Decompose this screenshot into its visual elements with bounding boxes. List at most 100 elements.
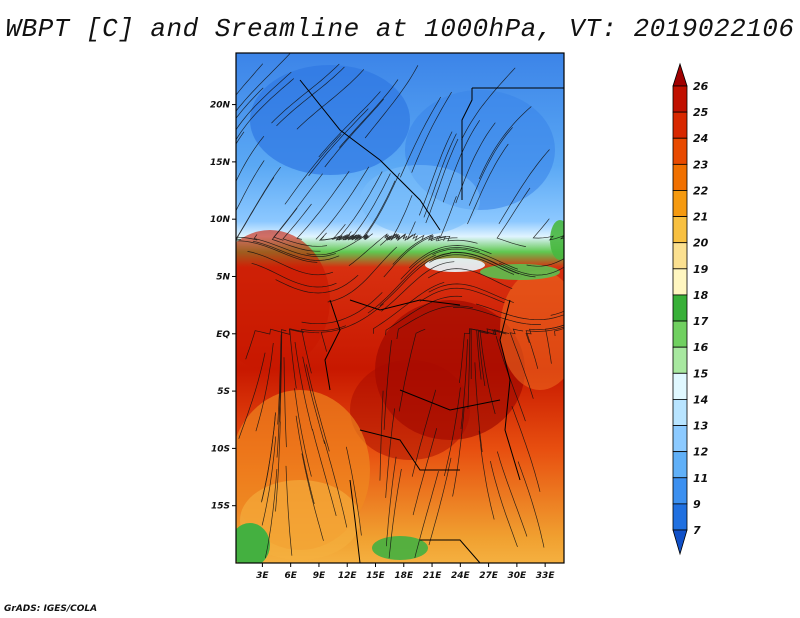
- colorbar-label: 11: [693, 472, 708, 485]
- colorbar-segment: [672, 190, 688, 217]
- streamline: [301, 325, 347, 374]
- streamline: [238, 352, 266, 439]
- streamline: [467, 143, 509, 225]
- colorbar-segment: [672, 320, 688, 348]
- lon-tick-label: 18E: [394, 571, 414, 581]
- colorbar-label: 15: [693, 367, 709, 380]
- streamline: [279, 332, 283, 423]
- streamline: [277, 334, 282, 425]
- colorbar-label: 24: [693, 132, 708, 145]
- streamline: [301, 453, 324, 541]
- streamline: [251, 262, 337, 288]
- lon-tick-label: 27E: [479, 571, 499, 581]
- streamline: [284, 133, 342, 205]
- colorbar-segment: [672, 268, 688, 296]
- streamline: [412, 428, 438, 516]
- streamline: [320, 303, 384, 352]
- streamline: [345, 446, 362, 536]
- streamlines: [236, 53, 564, 559]
- temperature-field: [236, 53, 564, 563]
- streamline: [305, 364, 330, 452]
- lon-tick-label: 33E: [536, 571, 556, 581]
- colorbar-label: 18: [693, 289, 709, 302]
- streamline: [479, 329, 496, 415]
- streamline: [278, 329, 287, 415]
- streamline: [453, 306, 541, 325]
- streamline: [388, 468, 402, 559]
- lon-tick-label: 15E: [366, 571, 386, 581]
- lon-tick-label: 3E: [256, 571, 269, 581]
- streamline: [419, 287, 505, 304]
- streamline: [318, 232, 359, 241]
- streamline: [255, 342, 274, 432]
- streamline: [236, 71, 292, 131]
- streamline: [312, 429, 337, 516]
- streamline: [385, 408, 396, 498]
- streamline: [429, 254, 515, 275]
- streamline: [245, 328, 305, 360]
- streamline: [477, 328, 507, 386]
- colorbar-segment: [672, 294, 688, 322]
- streamline: [423, 133, 457, 218]
- colorbar-label: 22: [693, 184, 709, 197]
- streamline: [236, 63, 264, 96]
- lat-tick-label: 15N: [210, 158, 231, 168]
- streamline: [283, 357, 287, 448]
- streamline: [385, 295, 463, 336]
- colorbar-segment: [672, 451, 688, 479]
- streamline: [470, 328, 504, 379]
- streamline: [408, 245, 492, 269]
- streamline: [247, 251, 334, 276]
- lon-tick-label: 9E: [313, 571, 326, 581]
- streamline: [392, 234, 458, 265]
- streamline: [275, 274, 359, 294]
- streamline: [406, 221, 439, 242]
- streamline: [461, 67, 516, 140]
- streamline: [439, 196, 478, 244]
- streamline: [455, 122, 496, 204]
- streamline: [302, 356, 326, 445]
- colorbar-label: 12: [693, 446, 709, 459]
- lat-tick-label: 10N: [210, 215, 231, 225]
- colorbar-segment: [672, 399, 688, 426]
- streamline: [253, 234, 337, 257]
- streamline: [285, 465, 293, 556]
- streamline: [264, 468, 278, 559]
- streamline: [428, 283, 514, 303]
- streamline: [383, 340, 392, 430]
- colorbar-label: 14: [693, 393, 708, 406]
- colorbar-label: 20: [693, 237, 709, 250]
- lat-tick-label: 15S: [211, 502, 230, 512]
- streamline: [236, 87, 264, 119]
- colorbar-segment: [672, 111, 688, 139]
- streamline: [236, 166, 281, 240]
- streamline: [379, 233, 414, 246]
- streamline: [296, 69, 365, 130]
- streamline: [411, 389, 437, 477]
- streamline: [499, 262, 564, 276]
- longitude-axis: 3E 6E 9E 12E 15E 18E 21E 24E 27E 30E 33E: [256, 563, 555, 581]
- streamline: [295, 415, 315, 504]
- chart-title: WBPT [C] and Sreamline at 1000hPa, VT: 2…: [5, 14, 795, 44]
- colorbar-label: 26: [693, 80, 709, 93]
- streamline: [275, 421, 281, 512]
- streamline: [236, 78, 295, 141]
- colorbar-segment: [672, 372, 688, 400]
- streamline: [418, 131, 453, 216]
- colorbar-segment: [672, 216, 688, 244]
- lat-tick-label: 10S: [211, 444, 230, 454]
- colorbar-segment: [672, 85, 688, 113]
- lat-tick-label: 5N: [216, 272, 230, 282]
- colorbar-label: 7: [693, 524, 701, 537]
- streamline: [367, 254, 437, 314]
- colorbar: 26 25 24 23 22 21 20 19 18 17 16 15 14 13 12 11 9 7: [672, 62, 709, 556]
- colorbar-label: 17: [693, 315, 709, 328]
- streamline: [261, 436, 277, 526]
- streamline: [496, 451, 528, 537]
- colorbar-segment: [672, 242, 688, 270]
- streamline: [532, 218, 564, 241]
- colorbar-segment: [672, 346, 688, 374]
- streamline: [289, 328, 320, 389]
- streamline: [396, 305, 473, 340]
